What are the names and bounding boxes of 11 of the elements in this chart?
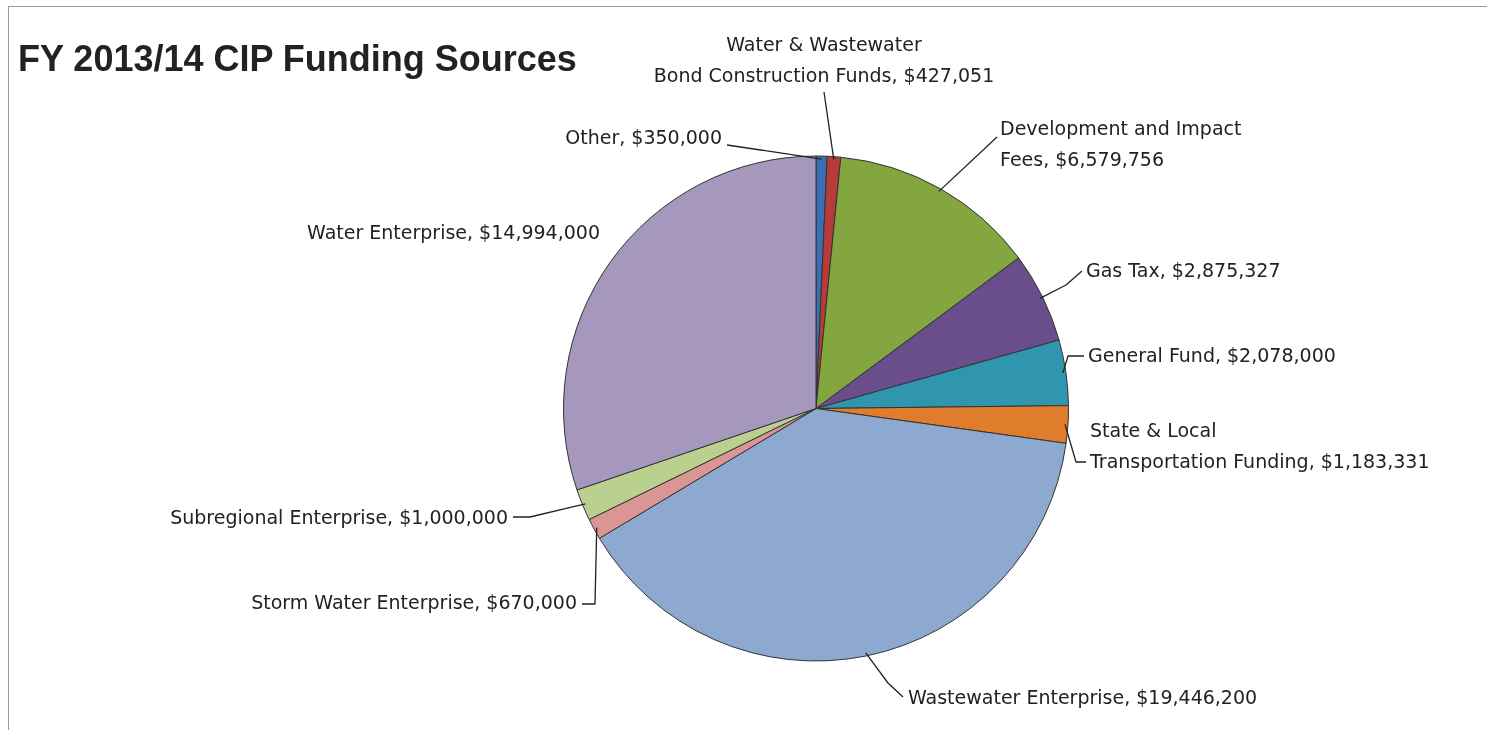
slice-label: Storm Water Enterprise, $670,000 [251, 590, 577, 615]
slice-label: State & Local Transportation Funding, $1,183,331 [1090, 418, 1430, 474]
slice-label: Subregional Enterprise, $1,000,000 [170, 505, 508, 530]
slice-label: Water & Wastewater Bond Construction Funds, $427,051 [653, 32, 995, 88]
slice-label: Gas Tax, $2,875,327 [1086, 258, 1281, 283]
slice-label: Water Enterprise, $14,994,000 [307, 220, 600, 245]
slice-label: General Fund, $2,078,000 [1088, 343, 1336, 368]
slice-label: Other, $350,000 [565, 125, 722, 150]
slice-label: Development and Impact Fees, $6,579,756 [1000, 116, 1242, 172]
slice-label: Wastewater Enterprise, $19,446,200 [908, 685, 1258, 710]
chart-title: FY 2013/14 CIP Funding Sources [18, 38, 577, 80]
